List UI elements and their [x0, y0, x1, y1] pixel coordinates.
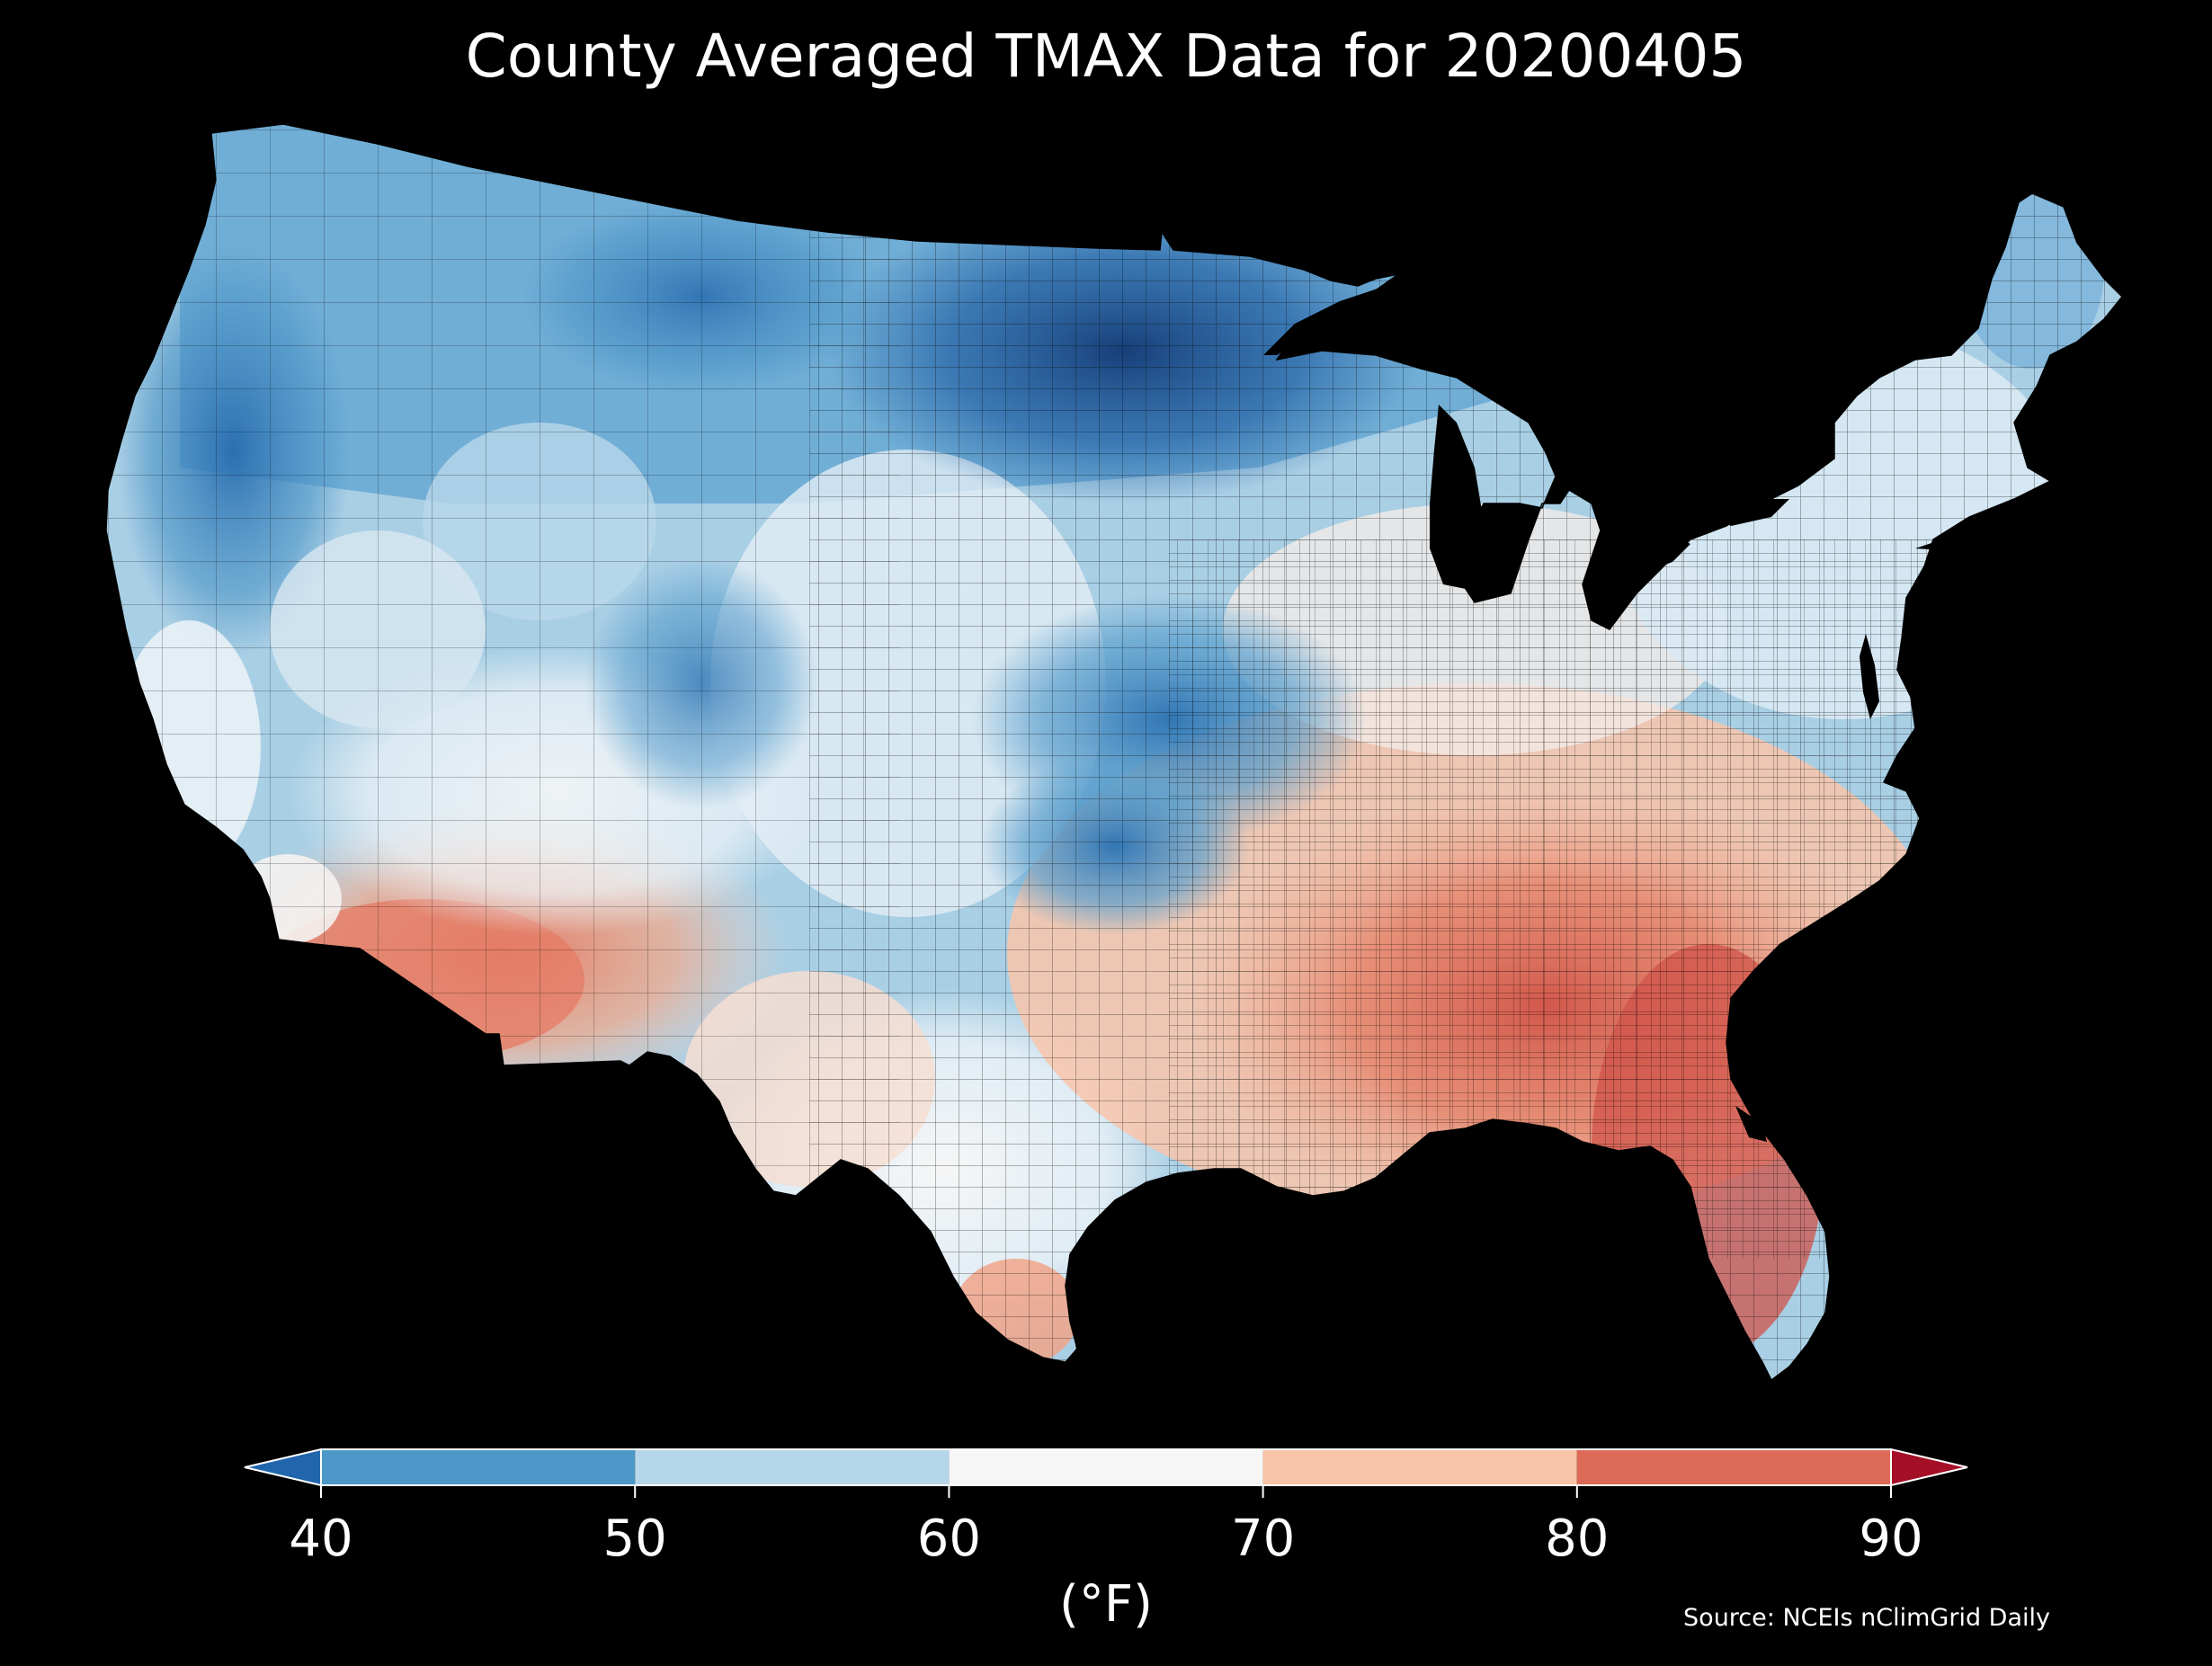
colorbar-tick-label-60: 60 [916, 1510, 982, 1568]
colorbar-bin-40-50 [321, 1449, 636, 1485]
colorbar-bin-60-70 [949, 1449, 1263, 1485]
source-credit: Source: NCEIs nClimGrid Daily [1683, 1604, 2050, 1632]
colorbar-tick-label-80: 80 [1545, 1510, 1610, 1568]
colorbar-bin-70-80 [1262, 1449, 1577, 1485]
colorbar-tick-label-90: 90 [1859, 1510, 1923, 1568]
colorbar-tick-label-50: 50 [602, 1510, 667, 1568]
colorbar-tick-label-40: 40 [289, 1510, 353, 1568]
colorbar-bin-80-90 [1576, 1449, 1891, 1485]
coastal-water [1735, 539, 1960, 1142]
colorbar-frame [320, 1448, 1892, 1486]
map-title: County Averaged TMAX Data for 20200405 [465, 22, 1747, 91]
colorbar-extend-high [1890, 1448, 1968, 1487]
colorbar-bin-50-60 [635, 1449, 950, 1485]
colorbar-unit-label: (°F) [1059, 1575, 1153, 1634]
colorbar-extend-low [244, 1448, 322, 1487]
colorbar-tick-label-70: 70 [1230, 1510, 1296, 1568]
great-lakes [1263, 277, 1789, 589]
